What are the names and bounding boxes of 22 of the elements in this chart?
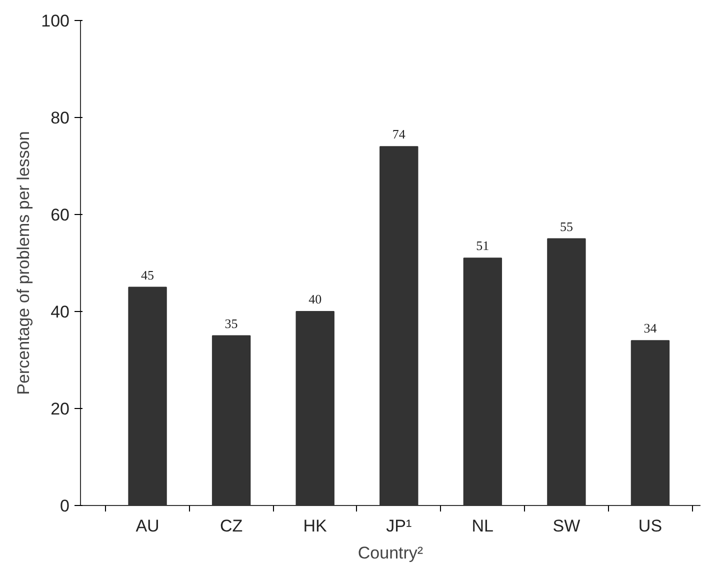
x-tick-label: AU: [136, 516, 160, 536]
x-tick-label: US: [638, 516, 662, 536]
y-tick-label: 20: [50, 400, 70, 418]
data-label: 45: [141, 267, 154, 282]
data-label: 34: [644, 320, 658, 336]
x-tick-label: NL: [472, 516, 494, 536]
data-label: 55: [560, 218, 573, 234]
y-tick-label: 0: [60, 496, 70, 516]
y-axis-title: Percentage of problems per lesson: [14, 131, 34, 395]
x-tick-label: SW: [552, 516, 580, 536]
data-label: 40: [308, 292, 322, 306]
x-tick-label: JP¹: [386, 516, 412, 536]
x-axis-title: Country²: [358, 544, 424, 562]
data-label: 51: [476, 238, 490, 254]
x-tick-label: HK: [303, 516, 328, 536]
y-tick-label: 100: [41, 12, 70, 30]
y-tick-label: 80: [50, 108, 70, 128]
x-tick-label: CZ: [220, 516, 243, 536]
y-tick-label: 60: [50, 206, 70, 224]
y-tick-label: 40: [50, 302, 70, 322]
data-label: 35: [224, 316, 238, 331]
data-label: 74: [392, 126, 406, 142]
